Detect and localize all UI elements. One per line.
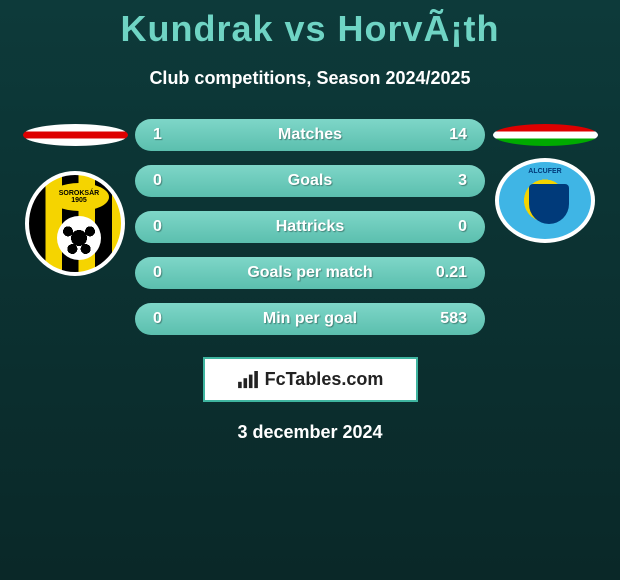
stat-row: 0 Goals per match 0.21	[135, 257, 485, 289]
stat-label: Goals per match	[135, 264, 485, 282]
stat-row: 0 Hattricks 0	[135, 211, 485, 243]
stat-row: 1 Matches 14	[135, 119, 485, 151]
brand-text: FcTables.com	[265, 369, 384, 390]
right-crest-top-text: ALCUFER	[499, 168, 591, 175]
brand-badge: FcTables.com	[203, 357, 418, 402]
stat-row: 0 Goals 3	[135, 165, 485, 197]
date-label: 3 december 2024	[0, 422, 620, 443]
stat-label: Matches	[135, 126, 485, 144]
stat-value-left: 0	[153, 310, 162, 328]
stats-list: 1 Matches 14 0 Goals 3 0 Hattricks 0 0 G…	[135, 119, 485, 335]
bar-chart-icon	[237, 371, 259, 389]
right-crest-icon: ALCUFER	[495, 158, 595, 243]
stat-value-left: 0	[153, 172, 162, 190]
stat-value-left: 0	[153, 264, 162, 282]
left-crest-year: 1905	[71, 197, 87, 204]
stat-value-right: 0	[458, 218, 467, 236]
stat-value-left: 1	[153, 126, 162, 144]
left-crest-icon: SOROKSÁR 1905	[25, 171, 125, 276]
page-title: Kundrak vs HorvÃ¡th	[0, 0, 620, 50]
comparison-panel: SOROKSÁR 1905 1 Matches 14 0 Goals 3 0 H…	[0, 119, 620, 335]
stat-value-right: 583	[440, 310, 467, 328]
soccer-ball-icon	[57, 216, 101, 260]
stat-value-right: 3	[458, 172, 467, 190]
stat-value-right: 0.21	[436, 264, 467, 282]
shield-icon	[529, 184, 569, 224]
right-side: ALCUFER	[485, 119, 605, 243]
stat-value-right: 14	[449, 126, 467, 144]
stat-value-left: 0	[153, 218, 162, 236]
stat-row: 0 Min per goal 583	[135, 303, 485, 335]
left-side: SOROKSÁR 1905	[15, 119, 135, 276]
stat-label: Hattricks	[135, 218, 485, 236]
stat-label: Goals	[135, 172, 485, 190]
left-crest-label: SOROKSÁR 1905	[49, 183, 109, 211]
subtitle: Club competitions, Season 2024/2025	[0, 68, 620, 89]
left-flag-icon	[23, 124, 128, 146]
stat-label: Min per goal	[135, 310, 485, 328]
right-flag-icon	[493, 124, 598, 146]
left-crest-top-text: SOROKSÁR	[59, 190, 99, 197]
